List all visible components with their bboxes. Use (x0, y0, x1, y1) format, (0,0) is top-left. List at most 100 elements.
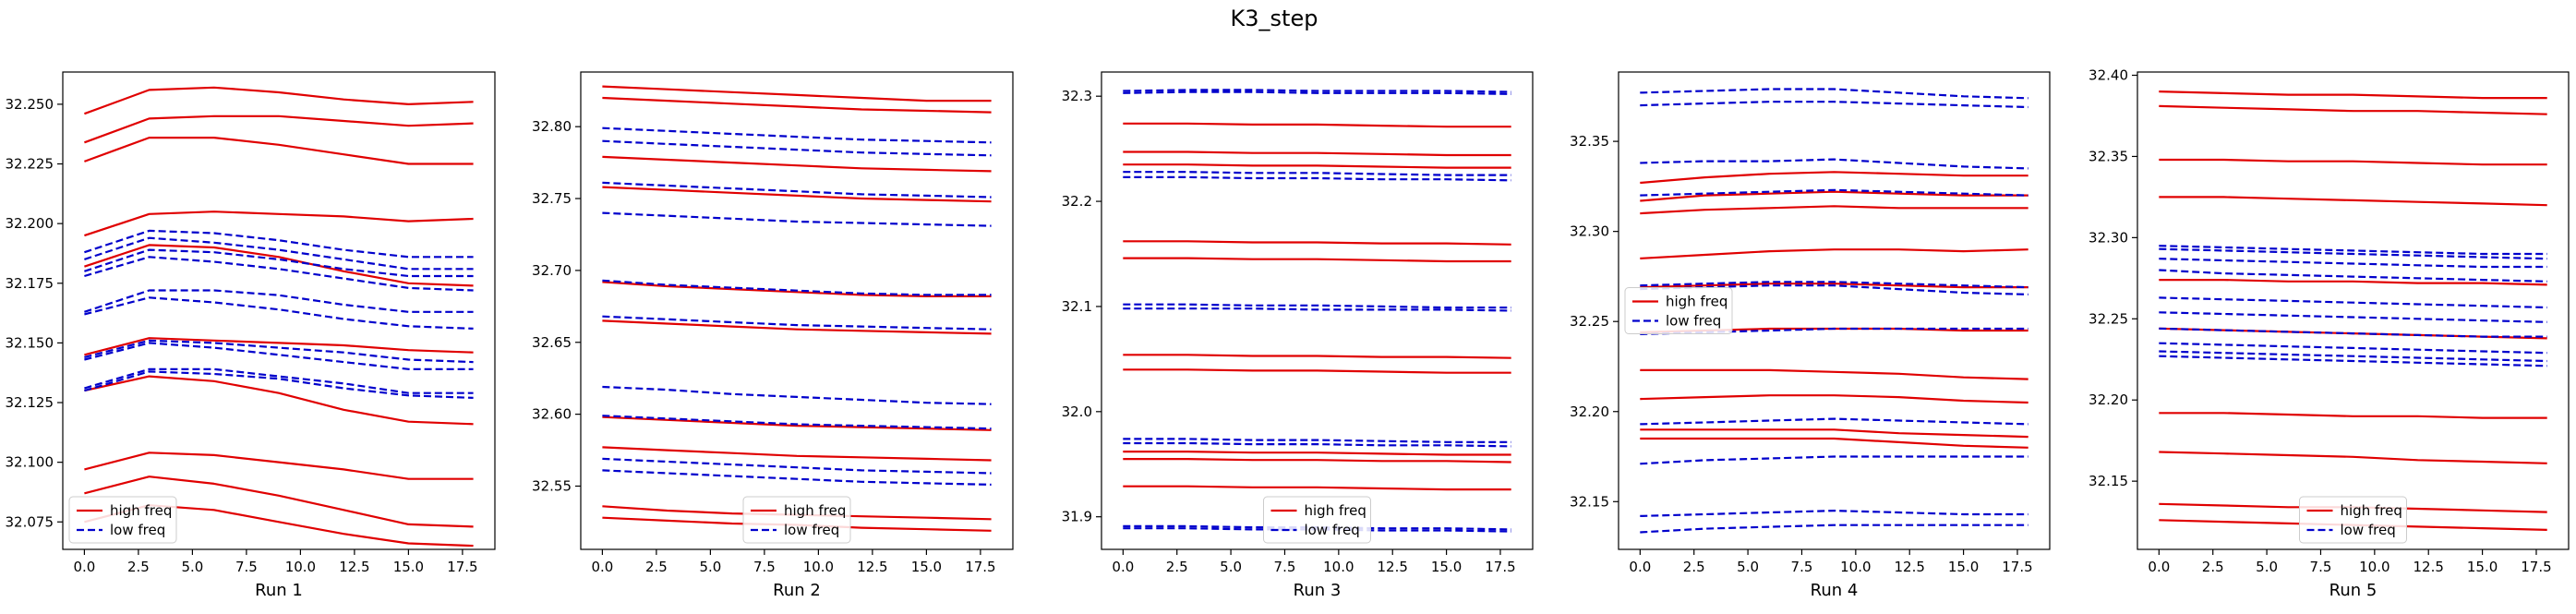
high-freq-line-5 (2159, 279, 2547, 286)
x-tick-label: 0.0 (1629, 559, 1651, 575)
y-tick-label: 32.3 (1062, 88, 1092, 104)
high-freq-line-4 (1640, 248, 2028, 259)
legend-high-label: high freq (110, 502, 172, 519)
high-freq-line-9 (1123, 458, 1511, 464)
x-tick-label: 5.0 (699, 559, 721, 575)
high-freq-line-3 (84, 137, 474, 165)
high-freq-line-7 (84, 375, 474, 426)
series-group (2159, 90, 2547, 531)
x-tick-label: 10.0 (803, 559, 834, 575)
high-freq-line-4 (84, 211, 474, 237)
high-freq-line-2 (602, 96, 992, 114)
high-freq-line-5 (1123, 257, 1511, 263)
high-freq-line-8 (1123, 451, 1511, 456)
x-tick-label: 12.5 (1378, 559, 1408, 575)
y-tick-label: 32.150 (6, 334, 54, 351)
x-tick-label: 12.5 (857, 559, 887, 575)
legend-low-label: low freq (784, 522, 839, 538)
low-freq-line-5 (2159, 296, 2547, 309)
legend-box (1263, 496, 1371, 544)
x-tick-label: 7.5 (1274, 559, 1296, 575)
low-freq-line-4 (602, 211, 992, 227)
high-freq-line-2 (2159, 104, 2547, 115)
high-freq-line-8 (602, 446, 992, 462)
x-tick-label: 5.0 (181, 559, 203, 575)
high-freq-line-7 (602, 415, 992, 431)
y-tick-label: 32.55 (532, 477, 572, 494)
legend: high freq low freq (68, 496, 177, 544)
x-tick-label: 10.0 (1840, 559, 1871, 575)
x-tick-label: 5.0 (1220, 559, 1242, 575)
x-tick-label: 2.5 (2202, 559, 2224, 575)
high-freq-line-9 (84, 476, 474, 528)
legend: high freq low freq (1624, 287, 1733, 334)
low-freq-line-7 (1123, 438, 1511, 443)
high-freq-line-1 (1640, 171, 2028, 185)
low-freq-line-4 (2159, 269, 2547, 283)
high-freq-line-9 (1640, 428, 2028, 439)
low-freq-line-5 (602, 279, 992, 296)
high-freq-line-3 (1123, 163, 1511, 169)
figure-title: K3_step (1231, 6, 1318, 31)
y-tick-label: 31.9 (1062, 509, 1092, 525)
subplot-run-1: 0.0 2.5 5.0 7.5 10.0 12.5 15.0 17.5 32.075 32.100… (6, 71, 496, 600)
x-tick-label: 0.0 (591, 559, 613, 575)
x-tick-label: 15.0 (393, 559, 424, 575)
low-freq-line-2 (1123, 90, 1511, 95)
low-freq-line-10 (84, 370, 474, 399)
high-freq-line-10 (1640, 437, 2028, 449)
low-freq-line-10 (1640, 509, 2028, 517)
low-freq-line-7 (602, 385, 992, 405)
axes-frame (580, 71, 1014, 550)
low-freq-line-4 (1123, 175, 1511, 182)
low-freq-line-6 (1640, 284, 2028, 295)
subplot-run-2: 0.0 2.5 5.0 7.5 10.0 12.5 15.0 17.5 32.55 32.60 32… (532, 71, 1014, 600)
low-freq-line-11 (1640, 524, 2028, 534)
low-freq-line-1 (2159, 245, 2547, 256)
low-freq-line-7 (1640, 327, 2028, 335)
high-freq-line-7 (1640, 368, 2028, 380)
low-freq-line-8 (602, 415, 992, 430)
legend-high-label: high freq (1305, 502, 1366, 519)
x-tick-label: 15.0 (911, 559, 942, 575)
high-freq-line-3 (2159, 158, 2547, 166)
legend-box (68, 496, 177, 544)
y-tick-label: 32.70 (532, 262, 572, 279)
low-freq-line-8 (84, 342, 474, 370)
y-tick-label: 32.20 (1570, 403, 1609, 420)
x-tick-label: 17.5 (965, 559, 995, 575)
y-tick-label: 32.2 (1062, 193, 1092, 210)
high-freq-line-1 (602, 85, 992, 102)
subplot-run-4: 0.0 2.5 5.0 7.5 10.0 12.5 15.0 17.5 32.15 32.20 32… (1570, 71, 2051, 600)
high-freq-line-2 (1640, 190, 2028, 202)
high-freq-line-6 (602, 319, 992, 335)
legend-low-label: low freq (2341, 522, 2396, 538)
low-freq-line-1 (84, 229, 474, 259)
low-freq-line-6 (2159, 311, 2547, 323)
x-axis-label: Run 5 (2329, 581, 2377, 600)
legend-low-label: low freq (1666, 313, 1721, 330)
legend-low-label: low freq (1305, 522, 1360, 538)
legend: high freq low freq (1263, 496, 1371, 544)
y-tick-label: 32.100 (6, 454, 54, 471)
x-tick-label: 7.5 (235, 559, 258, 575)
legend: high freq low freq (2299, 496, 2407, 544)
x-tick-label: 7.5 (1791, 559, 1813, 575)
low-freq-line-4 (84, 256, 474, 292)
x-tick-label: 15.0 (2467, 559, 2498, 575)
x-tick-label: 12.5 (339, 559, 369, 575)
x-tick-label: 7.5 (2310, 559, 2332, 575)
legend-high-label: high freq (1666, 294, 1727, 310)
low-freq-line-9 (1640, 455, 2028, 465)
low-freq-line-3 (84, 248, 474, 278)
high-freq-line-5 (1640, 283, 2028, 289)
axes-frame (2137, 71, 2570, 550)
low-freq-line-8 (2159, 342, 2547, 355)
low-freq-line-2 (2159, 247, 2547, 260)
x-tick-label: 0.0 (73, 559, 95, 575)
axes-frame (1618, 71, 2051, 550)
subplots: 0.0 2.5 5.0 7.5 10.0 12.5 15.0 17.5 32.075 32.100… (6, 67, 2570, 600)
low-freq-line-1 (1640, 88, 2028, 100)
high-freq-line-4 (602, 186, 992, 203)
y-tick-label: 32.25 (2088, 310, 2128, 327)
